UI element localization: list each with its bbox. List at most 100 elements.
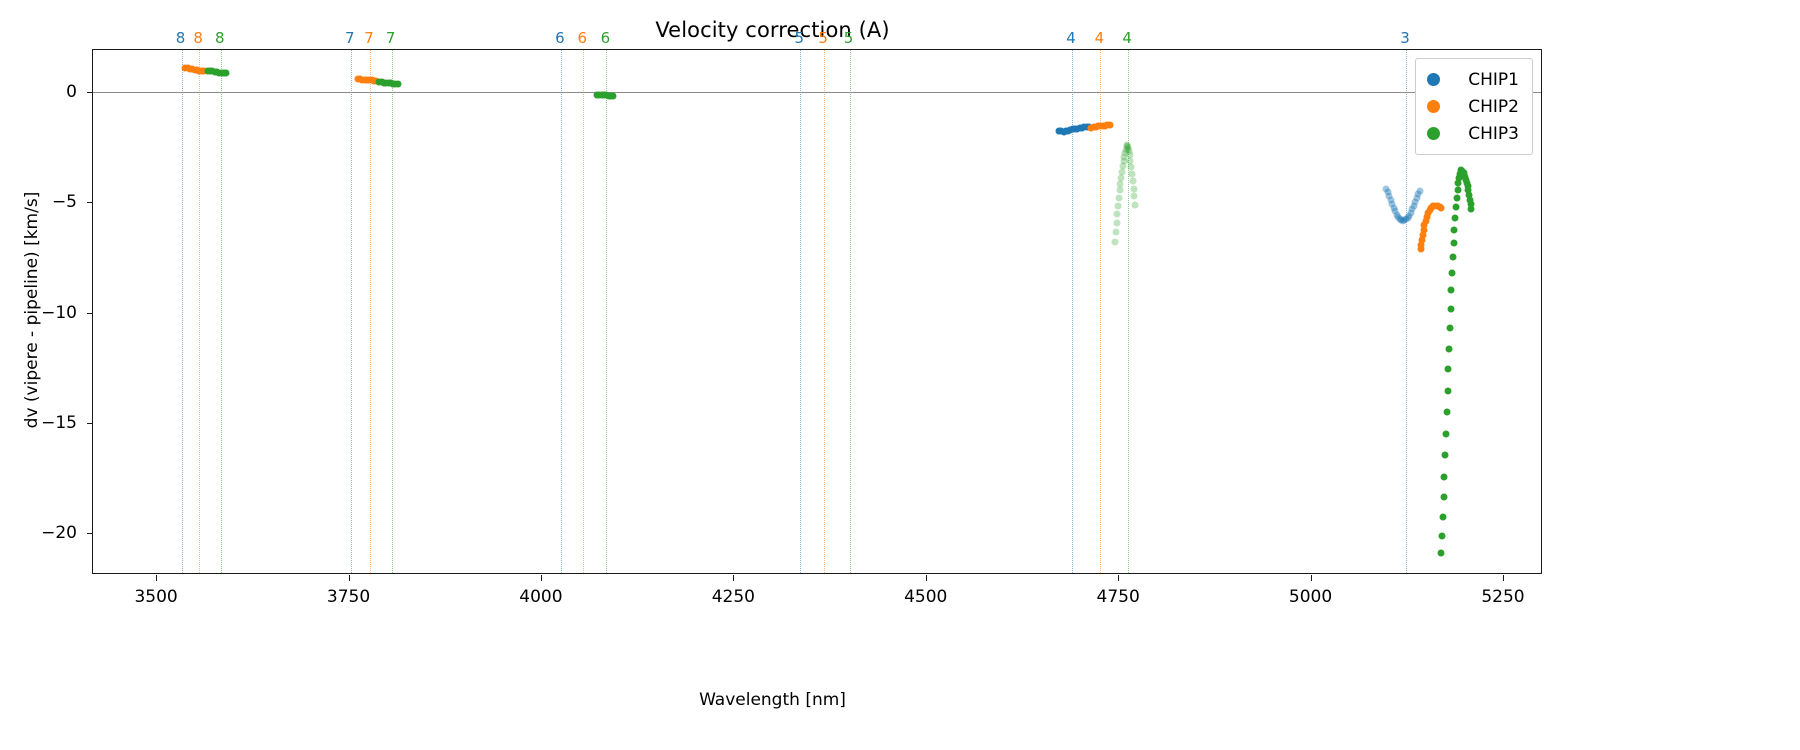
data-point	[1124, 143, 1132, 151]
order-reference-line	[391, 50, 393, 573]
legend[interactable]: CHIP1 CHIP2 CHIP3	[1415, 58, 1533, 155]
data-point	[1443, 408, 1451, 416]
data-point	[1404, 214, 1412, 222]
data-point	[1451, 214, 1459, 222]
data-point	[609, 92, 617, 100]
data-point	[1422, 217, 1430, 225]
data-point	[1464, 186, 1472, 194]
data-point	[1420, 226, 1428, 234]
data-point	[1450, 239, 1458, 247]
legend-marker-icon	[1427, 73, 1441, 86]
data-point	[1382, 185, 1390, 193]
x-tick	[540, 575, 542, 581]
x-tick-label: 3500	[134, 587, 178, 607]
order-reference-line	[583, 50, 585, 573]
legend-label: CHIP1	[1468, 69, 1519, 90]
data-point	[1396, 215, 1404, 223]
order-reference-line	[220, 50, 222, 573]
data-point	[1467, 200, 1475, 208]
x-tick-label: 5000	[1288, 587, 1333, 607]
data-point	[394, 80, 402, 88]
legend-item[interactable]: CHIP1	[1427, 66, 1519, 93]
legend-item[interactable]: CHIP3	[1427, 120, 1519, 147]
x-tick	[925, 575, 927, 581]
data-point	[1402, 215, 1410, 223]
order-reference-line	[800, 50, 802, 573]
order-reference-line	[560, 50, 562, 573]
order-reference-line	[1406, 50, 1407, 573]
plot-area: 3500 3750 4000 4250 4500 4750 5000 5250 0 −5 −10 −…	[41, 49, 1542, 607]
order-number-label: 8	[214, 29, 225, 47]
data-point	[1447, 286, 1455, 294]
legend-label: CHIP3	[1468, 123, 1519, 144]
data-point	[1465, 191, 1473, 199]
order-number-label: 4	[1094, 29, 1105, 47]
data-point	[222, 69, 230, 77]
data-point	[1112, 228, 1120, 236]
data-point	[1116, 186, 1124, 194]
zero-reference-line	[93, 91, 1541, 93]
data-point	[1393, 211, 1401, 219]
data-point	[1440, 473, 1448, 481]
data-point	[1437, 204, 1445, 212]
y-axis-label: dv (vipere - pipeline) [km/s]	[22, 191, 42, 429]
legend-label: CHIP2	[1468, 96, 1519, 117]
data-point	[1453, 194, 1461, 202]
order-reference-line	[1071, 50, 1073, 573]
order-reference-line	[199, 50, 201, 573]
data-point	[1115, 194, 1123, 202]
data-point	[1452, 203, 1460, 211]
data-point	[1111, 238, 1119, 246]
x-axis-label: Wavelength [nm]	[699, 690, 846, 710]
order-reference-line	[370, 50, 372, 573]
x-tick	[1310, 575, 1312, 581]
data-point	[1454, 186, 1462, 194]
data-point	[1120, 157, 1128, 165]
data-point	[1413, 194, 1421, 202]
data-point	[1464, 182, 1472, 190]
y-tick	[87, 202, 93, 204]
order-reference-line	[1100, 50, 1102, 573]
data-point	[1127, 163, 1135, 171]
data-point	[1437, 549, 1445, 557]
data-point	[1126, 157, 1134, 165]
page-title: Velocity correction (A)	[655, 18, 890, 42]
data-point	[1411, 198, 1419, 206]
order-reference-line	[824, 50, 826, 573]
legend-marker-icon	[1427, 100, 1441, 113]
order-reference-line	[849, 50, 851, 573]
order-number-label: 7	[364, 29, 374, 47]
data-point	[1456, 170, 1464, 178]
data-point	[1417, 241, 1425, 249]
data-point	[1119, 162, 1127, 170]
order-number-label: 8	[193, 29, 203, 47]
data-point	[1442, 430, 1450, 438]
data-point	[200, 67, 208, 75]
data-point	[1449, 253, 1457, 261]
data-point	[1113, 210, 1121, 218]
legend-item[interactable]: CHIP2	[1427, 93, 1519, 120]
y-tick	[87, 312, 93, 314]
data-point	[1128, 170, 1136, 178]
data-point	[1106, 121, 1114, 129]
y-tick	[87, 422, 93, 424]
data-point	[1394, 213, 1402, 221]
data-point	[1419, 231, 1427, 239]
data-point	[1438, 532, 1446, 540]
data-point	[1130, 192, 1138, 200]
data-point	[1440, 493, 1448, 501]
order-reference-line	[606, 50, 608, 573]
x-tick-label: 4000	[519, 587, 563, 607]
y-tick-label: −15	[41, 412, 77, 433]
x-tick-label: 4500	[904, 587, 948, 607]
x-tick-label: 5250	[1481, 587, 1525, 607]
data-point	[1408, 205, 1416, 213]
data-point	[1407, 209, 1415, 217]
x-tick	[348, 575, 350, 581]
data-point	[1121, 149, 1129, 157]
y-tick	[87, 91, 93, 93]
x-tick	[733, 575, 735, 581]
x-tick-label: 3750	[326, 587, 371, 607]
data-point	[1390, 204, 1398, 212]
data-point	[1124, 145, 1132, 153]
